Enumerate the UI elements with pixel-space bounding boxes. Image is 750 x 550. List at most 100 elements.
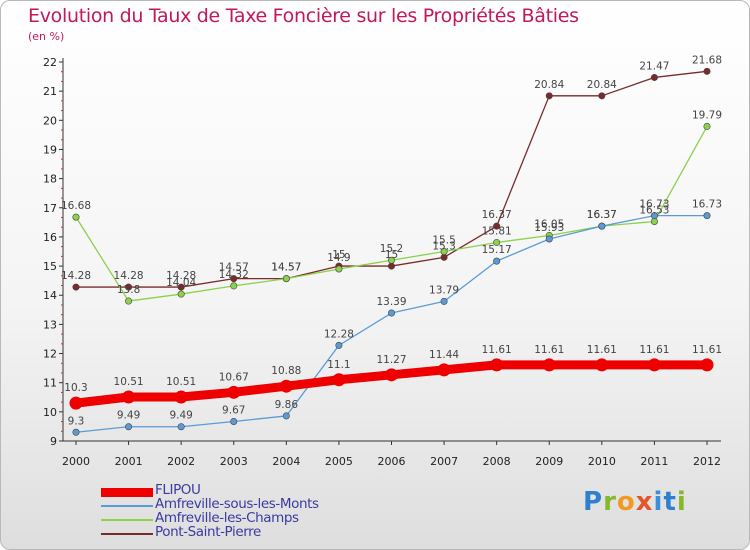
- data-point: [72, 283, 80, 291]
- x-tick-label: 2012: [693, 455, 721, 468]
- data-point: [72, 213, 80, 221]
- data-label: 16.37: [587, 209, 617, 221]
- data-label: 9.86: [275, 399, 299, 411]
- data-point: [122, 390, 136, 404]
- data-label: 16.73: [692, 199, 722, 211]
- data-point: [700, 358, 714, 372]
- data-label: 10.67: [219, 371, 249, 383]
- data-label: 11.27: [376, 354, 406, 366]
- x-tick-label: 2001: [115, 455, 143, 468]
- data-label: 11.61: [482, 344, 512, 356]
- data-label: 11.44: [429, 349, 459, 361]
- data-point: [230, 275, 238, 283]
- data-label: 20.84: [587, 79, 617, 91]
- data-label: 20.84: [534, 79, 564, 91]
- data-point: [595, 358, 609, 372]
- data-point: [332, 373, 346, 387]
- data-label: 16.68: [61, 200, 91, 212]
- data-label: 15.81: [482, 225, 512, 237]
- x-tick-label: 2000: [62, 455, 90, 468]
- data-label: 10.88: [271, 365, 301, 377]
- data-point: [650, 217, 658, 225]
- data-label: 14.32: [219, 269, 249, 281]
- data-point: [387, 309, 395, 317]
- data-point: [177, 423, 185, 431]
- data-point: [227, 385, 241, 399]
- data-label: 13.8: [117, 284, 140, 296]
- data-label: 14.04: [166, 277, 196, 289]
- data-point: [493, 238, 501, 246]
- logo-letter: x: [635, 487, 654, 517]
- legend-swatch: [101, 487, 153, 497]
- data-point: [177, 283, 185, 291]
- data-point: [650, 212, 658, 220]
- data-point: [598, 92, 606, 100]
- data-point: [335, 341, 343, 349]
- x-tick-label: 2009: [535, 455, 563, 468]
- data-label: 16.53: [639, 204, 669, 216]
- data-label: 9.67: [222, 404, 245, 416]
- data-point: [230, 417, 238, 425]
- legend-swatch: [101, 505, 153, 507]
- chart-title: Evolution du Taux de Taxe Foncière sur l…: [28, 5, 579, 27]
- data-point: [650, 73, 658, 81]
- data-label: 16.05: [534, 218, 564, 230]
- data-point: [282, 275, 290, 283]
- data-label: 15.3: [432, 240, 455, 252]
- data-label: 16.37: [587, 209, 617, 221]
- data-label: 16.37: [482, 209, 512, 221]
- x-tick-label: 2011: [640, 455, 668, 468]
- data-point: [440, 297, 448, 305]
- legend-label: Amfreville-sous-les-Monts: [155, 496, 319, 512]
- x-tick-label: 2007: [430, 455, 458, 468]
- data-point: [177, 290, 185, 298]
- y-tick-label: 21: [43, 85, 57, 98]
- data-point: [542, 358, 556, 372]
- data-label: 9.49: [117, 410, 140, 422]
- data-point: [385, 368, 398, 382]
- y-tick-label: 11: [43, 377, 57, 390]
- data-point: [125, 297, 133, 305]
- data-label: 15.17: [482, 244, 512, 256]
- data-point: [174, 390, 188, 404]
- data-point: [647, 358, 661, 372]
- data-label: 12.28: [324, 328, 354, 340]
- logo-letter: o: [616, 487, 636, 517]
- data-label: 14.28: [114, 270, 144, 282]
- data-point: [598, 222, 606, 230]
- y-tick-label: 22: [43, 56, 57, 69]
- logo-letter: t: [663, 487, 677, 517]
- data-label: 21.68: [692, 54, 722, 66]
- proxiti-logo: Proxiti: [583, 487, 687, 517]
- data-point: [125, 423, 133, 431]
- data-label: 14.57: [271, 262, 301, 274]
- x-tick-label: 2004: [272, 455, 300, 468]
- data-point: [335, 265, 343, 273]
- data-point: [230, 282, 238, 290]
- data-point: [440, 253, 448, 261]
- data-point: [387, 262, 395, 270]
- data-label: 9.49: [169, 410, 192, 422]
- data-point: [125, 283, 133, 291]
- data-label: 14.9: [327, 252, 350, 264]
- data-label: 13.39: [376, 296, 406, 308]
- y-tick-label: 12: [43, 348, 57, 361]
- data-label: 14.57: [219, 262, 249, 274]
- logo-letter: i: [676, 487, 687, 517]
- legend-label: Amfreville-les-Champs: [155, 510, 299, 526]
- data-point: [493, 222, 501, 230]
- data-label: 9.3: [68, 415, 85, 427]
- data-point: [545, 235, 553, 243]
- data-label: 11.61: [587, 344, 617, 356]
- data-point: [703, 67, 711, 75]
- x-tick-label: 2008: [483, 455, 511, 468]
- legend-swatch: [101, 519, 153, 521]
- x-tick-label: 2002: [167, 455, 195, 468]
- data-label: 10.51: [166, 376, 196, 388]
- y-tick-label: 17: [43, 202, 57, 215]
- data-label: 16.73: [639, 199, 669, 211]
- y-tick-label: 19: [43, 143, 57, 156]
- logo-letter: P: [583, 487, 604, 517]
- data-point: [72, 428, 80, 436]
